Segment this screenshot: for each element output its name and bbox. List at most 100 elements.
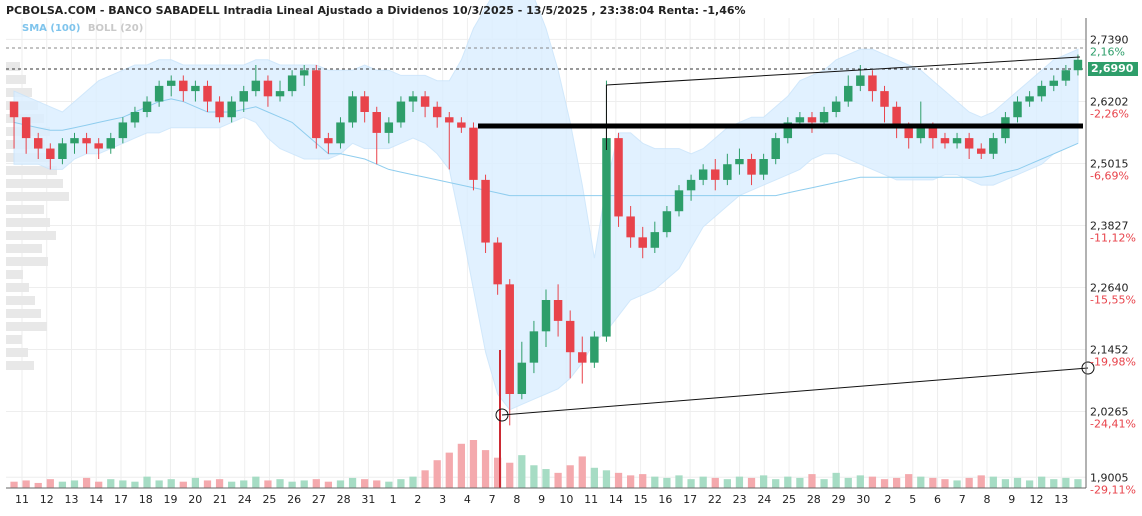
candle-body (227, 101, 236, 118)
volume-bar (663, 477, 671, 488)
candle-body (638, 237, 647, 248)
y-tick-label: 2,1452 (1090, 344, 1129, 357)
volume-profile-bar (6, 192, 69, 201)
volume-bar (796, 477, 804, 488)
x-tick-label: 25 (782, 493, 796, 506)
y-tick-pct-label: -19,98% (1090, 356, 1136, 369)
candle-body (626, 216, 635, 238)
volume-bar (711, 477, 719, 488)
candle-body (360, 96, 369, 112)
volume-bar (409, 476, 417, 488)
x-tick-label: 19 (163, 493, 177, 506)
volume-bar (481, 450, 490, 488)
y-tick-label: 2,2640 (1090, 281, 1129, 294)
candle-body (904, 127, 913, 139)
candle-body (299, 70, 309, 76)
x-tick-label: 31 (361, 493, 375, 506)
volume-bar (155, 480, 163, 488)
volume-profile-bar (6, 179, 63, 188)
chart-title: PCBOLSA.COM - BANCO SABADELL Intradia Li… (6, 4, 746, 17)
volume-bar (530, 465, 538, 488)
x-tick-label: 21 (213, 493, 227, 506)
candle-body (239, 91, 248, 102)
candle-body (1013, 101, 1022, 118)
x-tick-label: 25 (262, 493, 276, 506)
volume-profile-bar (6, 309, 41, 318)
x-tick-label: 27 (312, 493, 326, 506)
x-tick-label: 26 (287, 493, 301, 506)
volume-bar (361, 479, 369, 488)
x-tick-label: 20 (188, 493, 202, 506)
candle-body (1061, 70, 1071, 81)
candle-body (481, 179, 490, 243)
y-tick-label: 2,0265 (1090, 405, 1129, 418)
volume-bar (820, 479, 828, 488)
x-tick-label: 18 (139, 493, 153, 506)
candle-body (529, 331, 539, 363)
x-tick-label: 14 (609, 493, 623, 506)
volume-bar (953, 480, 961, 488)
candle-body (868, 75, 877, 92)
volume-bar (215, 479, 224, 488)
volume-bar (614, 472, 623, 488)
x-tick-label: 2 (414, 493, 421, 506)
volume-bar (421, 470, 429, 488)
volume-bar (457, 443, 465, 488)
volume-bar (868, 476, 877, 488)
volume-bar (1062, 477, 1070, 488)
volume-bar (469, 440, 478, 488)
last-price-tag: 2,6990 (1088, 62, 1138, 76)
candle-body (263, 80, 273, 97)
volume-bar (1050, 479, 1058, 488)
volume-bar (602, 470, 611, 488)
volume-bar (119, 480, 127, 488)
candle-body (686, 179, 696, 191)
candle-body (892, 106, 901, 128)
volume-bar (397, 479, 405, 488)
volume-bar (324, 481, 333, 488)
y-tick-pct-label: 2,16% (1090, 45, 1125, 58)
y-tick-label: 2,3827 (1090, 219, 1129, 232)
volume-bar (1074, 479, 1082, 488)
volume-profile-bar (6, 283, 29, 292)
volume-bar (10, 481, 18, 488)
y-tick-pct-label: -2,26% (1090, 107, 1129, 120)
volume-bar (203, 480, 212, 488)
volume-bar (1013, 477, 1022, 488)
volume-bar (191, 477, 200, 488)
volume-bar (518, 455, 526, 488)
boll-legend-label: BOLL (20) (87, 23, 144, 34)
candle-body (723, 164, 732, 180)
volume-bar (977, 475, 985, 488)
volume-bar (723, 479, 731, 488)
candle-body (348, 96, 357, 123)
candle-body (856, 75, 865, 86)
candle-body (1073, 59, 1083, 71)
candle-body (831, 101, 841, 112)
volume-bar (735, 476, 744, 488)
y-tick-pct-label: -29,11% (1090, 483, 1136, 496)
volume-bar (917, 476, 925, 488)
candle-body (590, 336, 599, 363)
x-tick-label: 30 (856, 493, 870, 506)
candle-body (191, 85, 200, 92)
x-tick-label: 1 (390, 493, 397, 506)
candle-body (408, 96, 418, 102)
candle-body (1025, 96, 1034, 102)
x-tick-label: 9 (1008, 493, 1015, 506)
volume-bar (385, 481, 393, 488)
x-tick-label: 8 (513, 493, 520, 506)
candle-body (396, 101, 406, 123)
volume-bar (1001, 479, 1010, 488)
x-tick-label: 17 (683, 493, 697, 506)
volume-bar (95, 481, 103, 488)
candle-body (541, 300, 551, 332)
candle-body (553, 300, 563, 321)
volume-bar (590, 467, 598, 488)
volume-bar (639, 474, 647, 488)
candle-body (432, 106, 442, 118)
x-tick-label: 3 (439, 493, 446, 506)
candle-body (1049, 80, 1059, 86)
x-tick-label: 13 (64, 493, 78, 506)
candle-body (9, 101, 19, 118)
